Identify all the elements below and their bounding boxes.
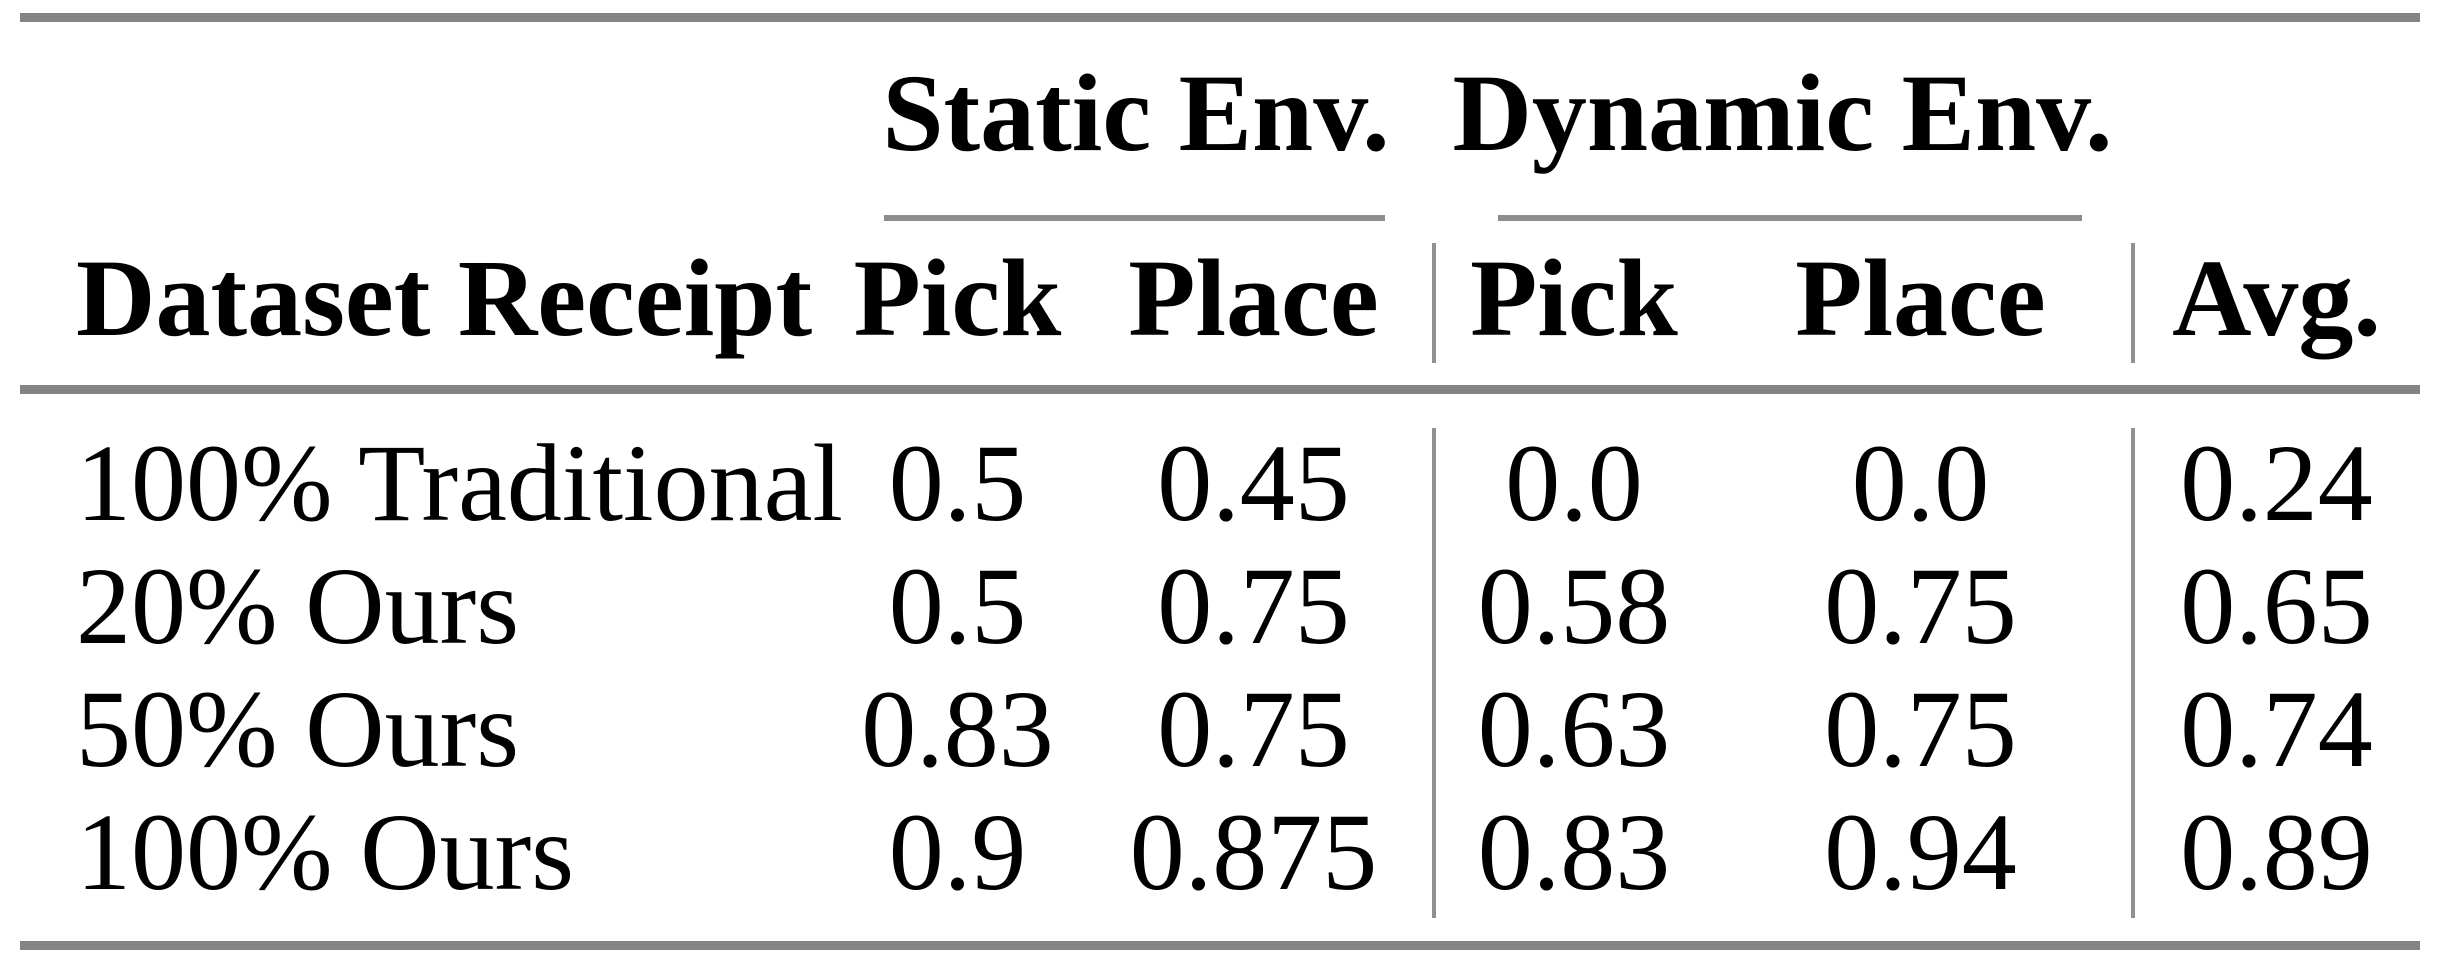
col-header-avg: Avg. (2172, 237, 2381, 359)
row-label: 100% Traditional (76, 422, 843, 544)
cell-static-place: 0.875 (1129, 791, 1378, 913)
cell-dynamic-pick: 0.63 (1477, 668, 1671, 790)
table-row: 100% Traditional 0.5 0.45 0.0 0.0 0.24 (20, 413, 2420, 553)
cell-dynamic-place: 0.0 (1851, 422, 1990, 544)
column-header-row: Dataset Receipt Pick Place Pick Place Av… (20, 228, 2420, 368)
cell-static-pick: 0.9 (888, 791, 1027, 913)
col-header-dynamic-place: Place (1795, 237, 2046, 359)
dynamic-env-group-header: Dynamic Env. (1452, 52, 2113, 174)
row-label: 50% Ours (76, 668, 520, 790)
header-separator-rule (20, 385, 2420, 394)
static-env-group-header: Static Env. (882, 52, 1390, 174)
static-env-underline (884, 215, 1385, 221)
group-header-avg-spacer (2129, 43, 2133, 183)
cell-dynamic-pick: 0.83 (1477, 791, 1671, 913)
cell-static-pick: 0.83 (861, 668, 1054, 790)
vertical-rule-avg-header (2131, 243, 2135, 363)
top-rule (20, 13, 2420, 22)
row-label: 100% Ours (76, 791, 575, 913)
vertical-rule-static-dynamic-body (1432, 428, 1436, 918)
group-header-row: Static Env. Dynamic Env. (20, 43, 2420, 183)
cell-static-place: 0.75 (1157, 545, 1350, 667)
bottom-rule (20, 941, 2420, 950)
vertical-rule-static-dynamic-header (1432, 243, 1436, 363)
cell-dynamic-place: 0.94 (1824, 791, 2017, 913)
cell-avg: 0.65 (2180, 545, 2373, 667)
dynamic-env-underline (1498, 215, 2082, 221)
col-header-dataset: Dataset Receipt (76, 237, 813, 359)
group-header-spacer (20, 43, 840, 183)
cell-avg: 0.74 (2180, 668, 2373, 790)
cell-dynamic-pick: 0.58 (1477, 545, 1671, 667)
cell-dynamic-pick: 0.0 (1505, 422, 1643, 544)
table-row: 20% Ours 0.5 0.75 0.58 0.75 0.65 (20, 536, 2420, 676)
col-header-dynamic-pick: Pick (1470, 237, 1678, 359)
cell-dynamic-place: 0.75 (1824, 668, 2017, 790)
cell-avg: 0.24 (2180, 422, 2373, 544)
cell-avg: 0.89 (2180, 791, 2373, 913)
cell-static-pick: 0.5 (888, 545, 1027, 667)
table-row: 50% Ours 0.83 0.75 0.63 0.75 0.74 (20, 659, 2420, 799)
cell-dynamic-place: 0.75 (1824, 545, 2017, 667)
cell-static-place: 0.45 (1157, 422, 1350, 544)
row-label: 20% Ours (76, 545, 520, 667)
cell-static-pick: 0.5 (888, 422, 1027, 544)
table-row: 100% Ours 0.9 0.875 0.83 0.94 0.89 (20, 782, 2420, 922)
col-header-static-place: Place (1128, 237, 1379, 359)
vertical-rule-avg-body (2131, 428, 2135, 918)
cell-static-place: 0.75 (1157, 668, 1350, 790)
col-header-static-pick: Pick (853, 237, 1062, 359)
